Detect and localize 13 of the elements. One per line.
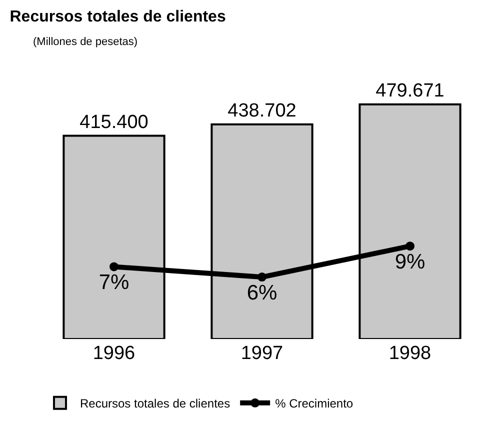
x-tick-label: 1998 [388, 343, 432, 364]
chart-title: Recursos totales de clientes [10, 8, 226, 26]
x-tick-label: 1997 [240, 343, 284, 364]
data-label: 7% [98, 271, 130, 294]
data-label: 415.400 [80, 112, 148, 133]
chart-subtitle: (Millones de pesetas) [33, 36, 138, 48]
data-label: 9% [394, 250, 426, 274]
legend-label: % Crecimiento [275, 396, 354, 411]
x-tick-label: 1996 [92, 343, 136, 364]
data-label: 438.702 [228, 100, 296, 122]
legend-label: Recursos totales de clientes [80, 396, 230, 411]
data-label: 6% [246, 281, 278, 304]
data-label: 479.671 [376, 80, 444, 102]
